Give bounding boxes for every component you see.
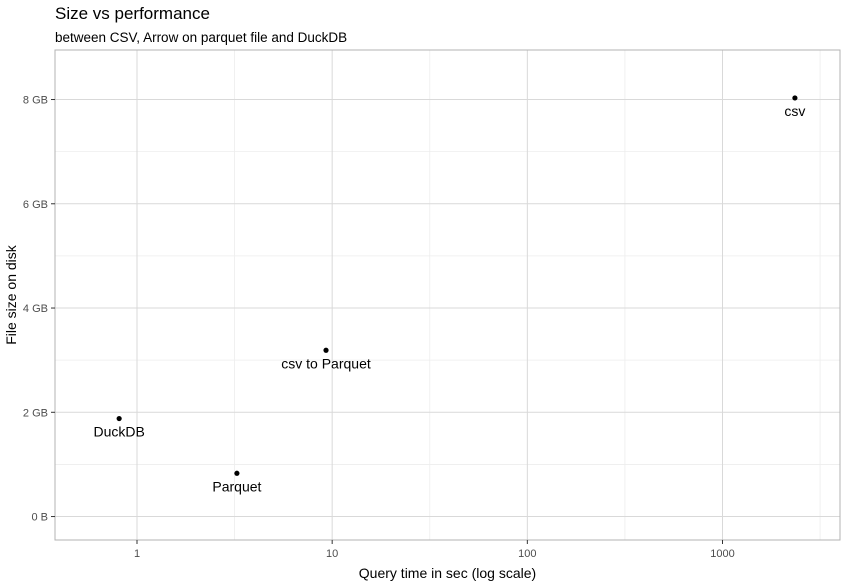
x-axis-ticks: 1 10 100 1000 (134, 540, 735, 560)
y-axis-ticks: 0 B 2 GB 4 GB 6 GB 8 GB (23, 95, 55, 524)
data-point-duckdb (116, 415, 122, 422)
plot-panel-border (54, 49, 841, 541)
data-points (116, 95, 798, 476)
point-label: Parquet (212, 478, 261, 494)
y-tick-label: 6 GB (23, 199, 48, 211)
y-axis-title: File size on disk (3, 244, 19, 345)
y-tick-label: 2 GB (23, 407, 48, 419)
minor-gridlines (55, 50, 840, 540)
major-gridlines (55, 50, 840, 540)
x-tick-label: 10 (326, 548, 338, 560)
x-tick-label: 1000 (710, 548, 734, 560)
point-label: DuckDB (93, 424, 144, 440)
chart-subtitle: between CSV, Arrow on parquet file and D… (55, 30, 348, 45)
x-axis-title: Query time in sec (log scale) (359, 565, 536, 581)
data-point-csv-to-parquet (323, 347, 329, 353)
x-tick-label: 1 (134, 548, 140, 560)
y-tick-label: 8 GB (23, 95, 48, 107)
point-label: csv (784, 103, 805, 119)
data-point-csv (792, 95, 798, 101)
point-label: csv to Parquet (281, 355, 371, 371)
y-tick-label: 0 B (31, 512, 48, 524)
x-tick-label: 100 (518, 548, 536, 560)
chart-title: Size vs performance (55, 4, 210, 23)
data-point-labels: DuckDB Parquet csv to Parquet csv (93, 103, 805, 494)
data-point-parquet (234, 470, 240, 476)
y-tick-label: 4 GB (23, 303, 48, 315)
